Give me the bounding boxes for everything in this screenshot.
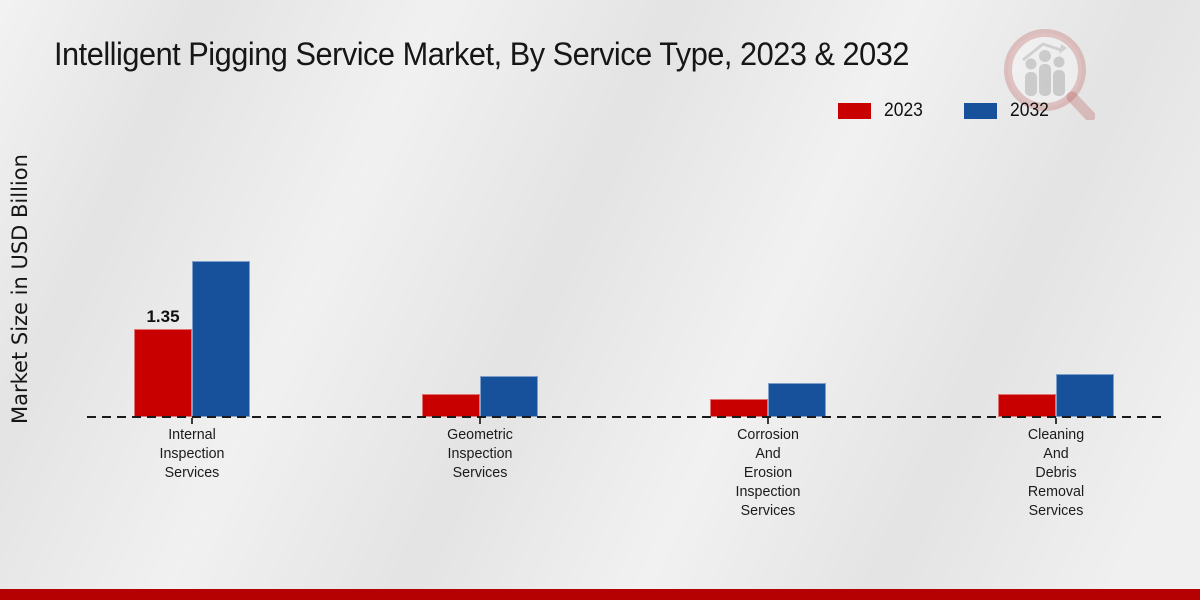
x-axis-tick <box>191 418 193 424</box>
legend-swatch-2023 <box>838 103 871 119</box>
legend-label-2032: 2032 <box>1010 100 1050 121</box>
x-category-label-internal-inspection-services: Internal Inspection Services <box>159 426 225 481</box>
x-category-label-geometric-inspection-services: Geometric Inspection Services <box>447 426 513 481</box>
x-category-label-cleaning-and-debris-removal-services: Cleaning And Debris Removal Services <box>1027 426 1085 519</box>
bar-2032-geometric-inspection-services <box>480 376 538 417</box>
legend-item-2032: 2032 <box>964 100 1052 122</box>
magnifier-bar-chart-logo-watermark <box>1004 29 1095 120</box>
zero-baseline <box>87 416 1163 418</box>
chart-title: Intelligent Pigging Service Market, By S… <box>54 36 909 72</box>
legend-item-2023: 2023 <box>838 100 926 122</box>
bar-2023-geometric-inspection-services <box>422 394 480 417</box>
x-axis-tick <box>767 418 769 424</box>
legend-swatch-2032 <box>964 103 998 119</box>
bar-2023-internal-inspection-services <box>134 329 192 417</box>
bar-value-label: 1.35 <box>146 307 180 326</box>
y-axis-label: Market Size in USD Billion <box>8 154 32 424</box>
footer-accent-band <box>0 589 1200 600</box>
legend-label-2023: 2023 <box>884 100 923 121</box>
x-category-label-corrosion-and-erosion-inspection-services: Corrosion And Erosion Inspection Services <box>735 426 801 519</box>
bar-2032-cleaning-and-debris-removal-services <box>1056 374 1114 417</box>
bar-2023-cleaning-and-debris-removal-services <box>998 394 1056 417</box>
x-axis-tick <box>1055 418 1057 424</box>
legend: 2023 2032 <box>838 100 1053 122</box>
bar-2023-corrosion-and-erosion-inspection-services <box>710 399 768 417</box>
x-axis-tick <box>479 418 481 424</box>
bar-2032-corrosion-and-erosion-inspection-services <box>768 383 826 417</box>
bar-2032-internal-inspection-services <box>192 261 250 417</box>
